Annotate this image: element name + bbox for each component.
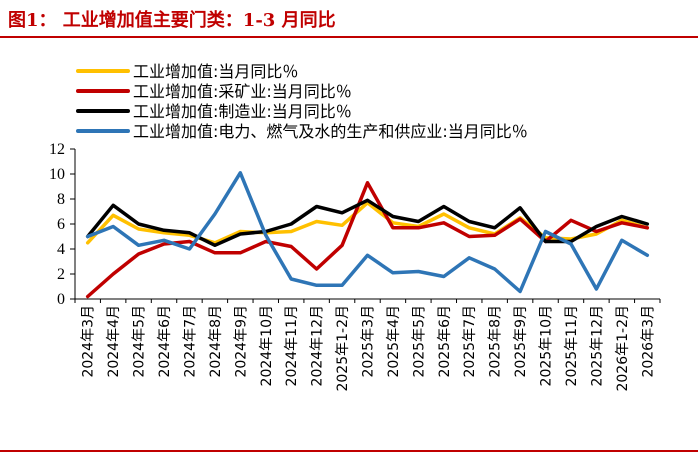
x-tick-label: 2024年4月: [106, 305, 122, 378]
y-tick-label: 4: [57, 241, 65, 258]
x-tick-label: 2024年7月: [182, 305, 198, 378]
series-line-1: [85, 201, 650, 245]
legend: 工业增加值:当月同比％工业增加值:采矿业:当月同比％工业增加值:制造业:当月同比…: [76, 62, 528, 141]
x-tick-label: 2024年5月: [132, 305, 148, 378]
x-tick-label: 2025年3月: [361, 305, 377, 378]
legend-label-2: 工业增加值:采矿业:当月同比％: [133, 82, 352, 101]
y-tick-label: 10: [49, 166, 65, 183]
y-tick-label: 8: [57, 191, 65, 208]
title-bar: 图1： 工业增加值主要门类：1-3 月同比: [0, 0, 698, 36]
x-tick-label: 2025年8月: [488, 305, 504, 378]
legend-label-1: 工业增加值:当月同比％: [133, 62, 298, 81]
y-tick-label: 2: [57, 266, 65, 283]
x-tick-label: 2025年7月: [462, 305, 478, 378]
x-tick-label: 2024年11月: [284, 305, 300, 386]
chart-title: 图1： 工业增加值主要门类：1-3 月同比: [8, 10, 336, 31]
bottom-divider: [0, 450, 698, 452]
x-tick-label: 2024年10月: [259, 305, 275, 386]
series-line-4: [85, 171, 650, 294]
x-tick-label: 2024年6月: [157, 305, 173, 378]
x-tick-label: 2024年9月: [233, 305, 249, 378]
title-divider: [0, 36, 698, 38]
axes: 0 2 4 6 8 10 12 2024年3月 2024年4月 2024年5月 2024年6月 202…: [49, 141, 661, 392]
x-tick-label: 2025年9月: [513, 305, 529, 378]
legend-label-4: 工业增加值:电力、燃气及水的生产和供应业:当月同比％: [133, 122, 528, 141]
x-tick-label: 2025年6月: [437, 305, 453, 378]
x-tick-label: 2024年8月: [208, 305, 224, 378]
x-tick-label: 2024年3月: [81, 305, 97, 378]
x-tick-label: 2025年4月: [386, 305, 402, 378]
y-tick-label: 6: [57, 216, 65, 233]
x-tick-label: 2024年12月: [310, 305, 326, 386]
y-tick-label: 0: [57, 291, 65, 308]
series-line-3: [85, 198, 650, 248]
x-tick-label: 2025年5月: [411, 305, 427, 378]
x-tick-label: 2026年1-2月: [615, 305, 631, 392]
legend-label-3: 工业增加值:制造业:当月同比％: [133, 102, 352, 121]
x-tick-label: 2025年10月: [539, 305, 555, 386]
x-tick-label: 2025年12月: [589, 305, 605, 386]
x-tick-label: 2026年3月: [640, 305, 656, 378]
series-lines: [85, 171, 650, 299]
x-tick-label: 2025年11月: [564, 305, 580, 386]
y-tick-label: 12: [49, 141, 65, 158]
x-tick-label: 2025年1-2月: [335, 305, 351, 392]
